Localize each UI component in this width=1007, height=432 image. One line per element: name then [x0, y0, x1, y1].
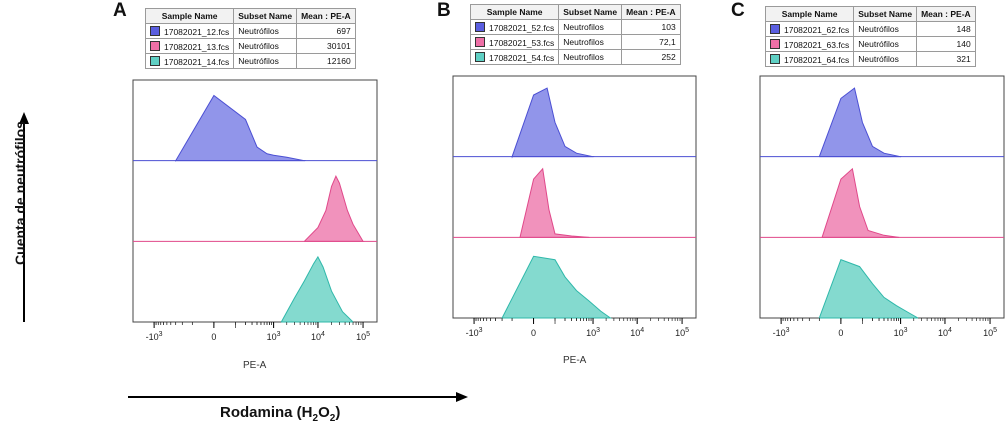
- legend-row: 17082021_54.fcs Neutrofilos 252: [469, 49, 681, 65]
- x-axis-arrow: [128, 392, 468, 402]
- tick-label: 104: [630, 327, 644, 338]
- tick-label: 0: [838, 328, 843, 338]
- swatch: [770, 38, 780, 49]
- plot-frame: [132, 79, 378, 323]
- tick-label: 103: [267, 331, 281, 342]
- legend-row: 17082021_62.fcs Neutrófilos 148: [764, 21, 976, 37]
- histogram-series: [818, 87, 902, 158]
- tick-label: 0: [211, 332, 216, 342]
- y-axis-label: Cuenta de neutrófilos: [12, 121, 28, 265]
- swatch: [475, 36, 485, 47]
- histogram-plot-a: -103 0 103 104 105: [132, 79, 378, 342]
- histogram-series: [818, 259, 919, 319]
- legend-table-a: Sample Name Subset Name Mean : PE-A 170820…: [144, 8, 356, 69]
- histogram-series: [519, 167, 590, 238]
- swatch: [475, 51, 485, 62]
- tick-label: -103: [773, 327, 790, 338]
- legend-row: 17082021_63.fcs Neutrófilos 140: [764, 36, 976, 52]
- legend-row: 17082021_12.fcs Neutrófilos 697: [144, 23, 356, 39]
- swatch: [150, 40, 160, 51]
- y-axis-label-group: [19, 112, 29, 322]
- x-tick-title-b: PE-A: [563, 355, 587, 366]
- tick-label: -103: [466, 327, 483, 338]
- tick-label: 105: [356, 331, 370, 342]
- legend-row: 17082021_14.fcs Neutrófilos 12160: [144, 53, 356, 69]
- swatch: [770, 23, 780, 34]
- histogram-plot-c: -103 0 103 104 105: [759, 75, 1005, 338]
- tick-label: 104: [938, 327, 952, 338]
- legend-table-b: Sample Name Subset Name Mean : PE-A 170820…: [469, 4, 681, 65]
- tick-label: 0: [531, 328, 536, 338]
- plot-frame: [759, 75, 1005, 319]
- x-axis-label: Rodamina (H2O2): [220, 404, 341, 424]
- y-axis-arrowhead: [19, 112, 29, 124]
- tick-label: 103: [586, 327, 600, 338]
- x-tick-title-a: PE-A: [243, 360, 267, 371]
- legend-row: 17082021_64.fcs Neutrófilos 321: [764, 51, 976, 67]
- tick-label: 105: [983, 327, 997, 338]
- histogram-series: [303, 175, 365, 242]
- legend-row: 17082021_13.fcs Neutrófilos 30101: [144, 38, 356, 54]
- swatch: [150, 25, 160, 36]
- tick-label: 105: [675, 327, 689, 338]
- tick-label: 104: [311, 331, 325, 342]
- swatch: [770, 53, 780, 64]
- histogram-series: [501, 255, 612, 319]
- swatch: [150, 55, 160, 66]
- histogram-series: [174, 94, 306, 162]
- panel-letter-c: C: [731, 0, 745, 21]
- legend-table-c: Sample Name Subset Name Mean : PE-A 170820…: [764, 6, 976, 67]
- histogram-plot-b: -103 0 103 104 105: [452, 75, 697, 338]
- histogram-series: [280, 255, 354, 323]
- histogram-series: [821, 167, 900, 238]
- panel-letter-b: B: [437, 0, 451, 21]
- legend-row: 17082021_53.fcs Neutrofilos 72,1: [469, 34, 681, 50]
- swatch: [475, 21, 485, 32]
- plot-frame: [452, 75, 697, 319]
- tick-label: -103: [146, 331, 163, 342]
- panel-letter-a: A: [113, 0, 127, 21]
- histogram-series: [511, 87, 595, 159]
- tick-label: 103: [894, 327, 908, 338]
- legend-row: 17082021_52.fcs Neutrofilos 103: [469, 19, 681, 35]
